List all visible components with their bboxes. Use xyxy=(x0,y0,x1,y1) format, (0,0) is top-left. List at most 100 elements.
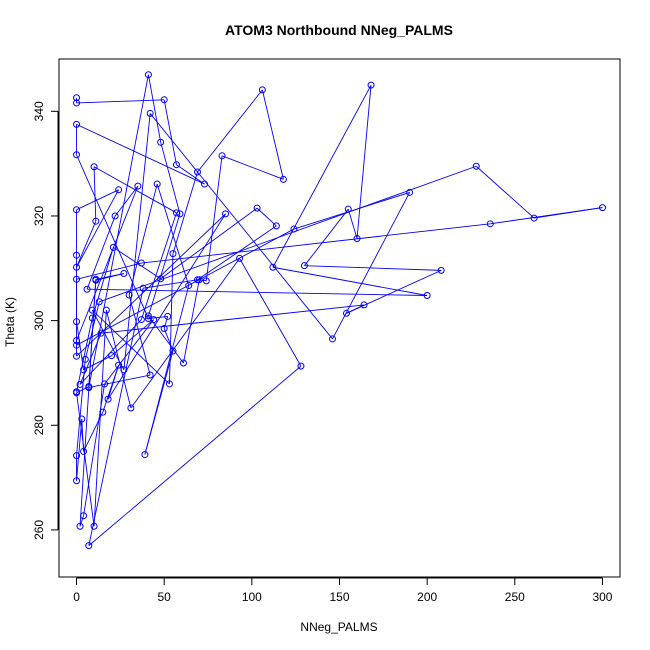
data-point xyxy=(297,362,305,370)
data-point xyxy=(73,318,81,326)
data-point xyxy=(258,86,266,94)
data-point xyxy=(73,352,81,360)
series-segment xyxy=(272,266,428,296)
series-segment xyxy=(83,355,112,371)
data-point xyxy=(300,262,308,270)
data-point xyxy=(137,316,145,324)
series-segment xyxy=(87,288,428,296)
series-segment xyxy=(76,189,119,211)
x-axis: 0 50 100 150 200 250 300 xyxy=(73,577,613,604)
series-segment xyxy=(163,99,177,165)
data-point xyxy=(169,347,177,355)
data-point xyxy=(127,404,135,412)
series-segment xyxy=(79,515,84,527)
series-segment xyxy=(156,183,190,286)
data-point xyxy=(146,371,154,379)
data-point xyxy=(99,408,107,416)
data-point xyxy=(97,329,105,337)
data-point xyxy=(343,309,351,317)
series-segment xyxy=(197,89,263,173)
data-point xyxy=(95,298,103,306)
series-segment xyxy=(140,212,177,320)
y-tick-label: 280 xyxy=(32,415,46,435)
series-segment xyxy=(102,364,120,413)
data-point xyxy=(172,209,180,217)
data-point xyxy=(73,336,81,344)
data-point xyxy=(73,99,81,107)
x-tick-label: 300 xyxy=(592,590,612,604)
series-segment xyxy=(475,165,535,219)
series-segment xyxy=(197,225,277,281)
series-segment xyxy=(272,84,372,268)
x-axis-label: NNeg_PALMS xyxy=(300,620,377,634)
series-segment xyxy=(304,265,442,271)
data-point xyxy=(165,380,173,388)
series-segment xyxy=(91,247,114,319)
series-segment xyxy=(261,89,284,180)
series-points xyxy=(73,71,606,550)
data-point xyxy=(157,275,165,283)
data-point xyxy=(222,210,230,218)
data-point xyxy=(218,152,226,160)
series-segment xyxy=(99,165,477,303)
data-point xyxy=(328,335,336,343)
series-segment xyxy=(88,280,97,387)
series-segment xyxy=(101,304,365,334)
data-point xyxy=(472,162,480,170)
data-point xyxy=(360,301,368,309)
x-tick-label: 150 xyxy=(329,590,349,604)
series-lines xyxy=(76,74,603,546)
series-segment xyxy=(160,207,258,280)
series-segment xyxy=(172,171,198,254)
data-point xyxy=(172,161,180,169)
series-segment xyxy=(176,164,205,185)
data-point xyxy=(85,542,93,550)
series-segment xyxy=(93,166,97,222)
series-segment xyxy=(147,74,162,143)
data-point xyxy=(146,109,154,117)
data-point xyxy=(92,217,100,225)
series-segment xyxy=(95,273,124,281)
data-point xyxy=(73,275,81,283)
x-tick-label: 100 xyxy=(242,590,262,604)
data-point xyxy=(179,359,187,367)
data-point xyxy=(73,388,81,396)
data-point xyxy=(139,284,147,292)
data-point xyxy=(367,81,375,89)
data-point xyxy=(73,477,81,485)
data-point xyxy=(486,220,494,228)
data-point xyxy=(80,447,88,455)
data-point xyxy=(90,522,98,530)
series-segment xyxy=(347,209,358,239)
series-segment xyxy=(356,85,372,239)
x-tick-label: 200 xyxy=(417,590,437,604)
data-point xyxy=(102,306,110,314)
data-point xyxy=(73,151,81,159)
data-point xyxy=(109,243,117,251)
data-point xyxy=(73,94,81,102)
data-point xyxy=(157,138,165,146)
data-point xyxy=(176,210,184,218)
data-point xyxy=(290,225,298,233)
data-point xyxy=(120,366,128,374)
series-segment xyxy=(144,285,190,455)
data-point xyxy=(144,71,152,79)
series-segment xyxy=(183,279,200,364)
data-point xyxy=(160,324,168,332)
data-point xyxy=(269,263,277,271)
x-tick-label: 250 xyxy=(505,590,525,604)
series-segment xyxy=(104,319,155,385)
data-point xyxy=(530,214,538,222)
y-tick-label: 260 xyxy=(32,520,46,540)
data-point xyxy=(202,277,210,285)
data-point xyxy=(115,186,123,194)
y-tick-label: 300 xyxy=(32,310,46,330)
series-segment xyxy=(143,279,198,289)
series-segment xyxy=(105,310,132,409)
data-point xyxy=(160,96,168,104)
data-point xyxy=(344,205,352,213)
data-point xyxy=(101,380,109,388)
y-axis-label: Theta (K) xyxy=(3,297,17,347)
data-point xyxy=(253,204,261,212)
series-segment xyxy=(76,213,226,357)
